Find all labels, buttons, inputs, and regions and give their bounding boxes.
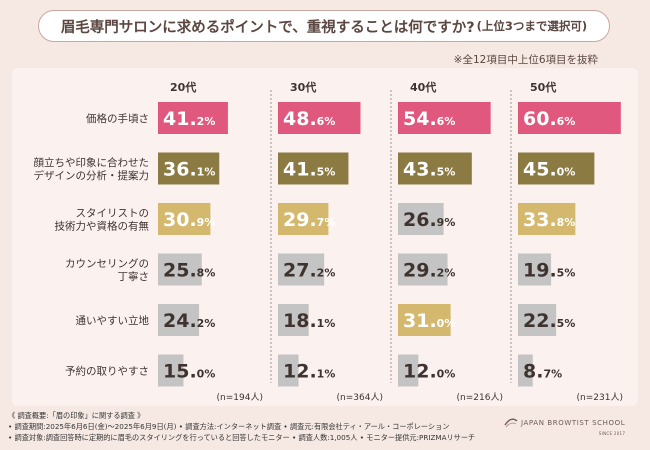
category-label: 丁寧さ [118, 270, 150, 283]
data-label: 27.2% [283, 260, 335, 282]
bar [518, 152, 595, 185]
bar [278, 152, 349, 185]
bar [278, 304, 309, 336]
bar [518, 203, 576, 235]
data-label: 54.6% [403, 108, 455, 130]
data-label: 26.9% [403, 209, 455, 231]
logo-name: JAPAN BROWTIST SCHOOL [521, 419, 626, 427]
data-label: 36.1% [163, 159, 215, 181]
data-label: 19.5% [523, 260, 575, 282]
chart-note: ※全12項目中上位6項目を抜粋 [453, 54, 598, 66]
bar [518, 304, 557, 336]
bar [518, 102, 621, 134]
data-label: 24.2% [163, 310, 215, 332]
bar [158, 102, 228, 134]
bar [398, 152, 472, 185]
data-label: 60.6% [523, 108, 575, 130]
series-label: 50代 [530, 80, 556, 94]
bar [278, 203, 329, 235]
bar [278, 253, 325, 286]
data-label: 45.0% [523, 159, 575, 181]
data-label: 31.0% [403, 310, 455, 332]
data-label: 18.1% [283, 310, 335, 332]
bar [158, 304, 200, 336]
logo-sub: SINCE 2017 [598, 431, 626, 436]
data-label: 41.5% [283, 159, 335, 181]
category-label: 技術力や資格の有無 [55, 220, 150, 233]
category-label: 予約の取りやすさ [65, 365, 149, 378]
data-label: 48.6% [283, 108, 335, 130]
category-label: デザインの分析・提案力 [34, 169, 150, 182]
category-label: スタイリストの [76, 208, 150, 220]
footer-line-3: • 調査対象:調査回答時に定期的に眉毛のスタイリングを行っていると回答したモニタ… [8, 433, 476, 442]
category-label: カウンセリングの [65, 257, 149, 270]
logo-mark-icon [504, 416, 518, 430]
series-label: 40代 [410, 80, 436, 94]
data-label: 25.8% [163, 260, 215, 282]
sample-size-label: (n=231人) [577, 392, 623, 403]
data-label: 30.9% [163, 209, 215, 231]
bar [398, 304, 451, 336]
chart-title-sub: (上位3つまで選択可) [476, 19, 588, 33]
chart-title-main: 眉毛専門サロンに求めるポイントで、重視することは何ですか? [60, 19, 475, 36]
footer-line-1: 《 調査概要:「眉の印象」に関する調査 》 [8, 411, 145, 420]
data-label: 15.0% [163, 361, 215, 383]
series-label: 30代 [290, 80, 316, 94]
bar [398, 253, 448, 286]
data-label: 41.2% [163, 108, 215, 130]
footer-line-2: • 調査期間:2025年6月6日(金)〜2025年6月9日(月) • 調査方法:… [8, 422, 450, 431]
chart-title: 眉毛専門サロンに求めるポイントで、重視することは何ですか? (上位3つまで選択可… [38, 10, 610, 42]
bar [158, 253, 202, 286]
data-label: 33.8% [523, 209, 575, 231]
survey-footer: 《 調査概要:「眉の印象」に関する調査 》 • 調査期間:2025年6月6日(金… [8, 410, 475, 443]
bar [398, 354, 419, 387]
sample-size-label: (n=364人) [337, 392, 383, 403]
data-label: 43.5% [403, 159, 455, 181]
data-label: 29.7% [283, 209, 335, 231]
category-label: 価格の手頃さ [86, 112, 149, 125]
category-label: 顔立ちや印象に合わせた [34, 156, 150, 169]
bar [158, 354, 184, 387]
category-label: 通いやすい立地 [76, 314, 150, 327]
bar [518, 354, 533, 387]
bar [398, 102, 491, 134]
sample-size-label: (n=194人) [217, 392, 263, 403]
school-logo: JAPAN BROWTIST SCHOOL SINCE 2017 [504, 416, 625, 436]
data-label: 12.0% [403, 361, 455, 383]
data-label: 22.5% [523, 310, 575, 332]
bar [158, 203, 211, 235]
bar [278, 354, 299, 387]
series-label: 20代 [170, 80, 196, 94]
data-label: 29.2% [403, 260, 455, 282]
bar [518, 253, 552, 286]
sample-size-label: (n=216人) [457, 392, 503, 403]
bar [278, 102, 361, 134]
bar [158, 152, 220, 185]
bar [398, 203, 444, 235]
data-label: 12.1% [283, 361, 335, 383]
data-label: 8.7% [523, 361, 562, 383]
